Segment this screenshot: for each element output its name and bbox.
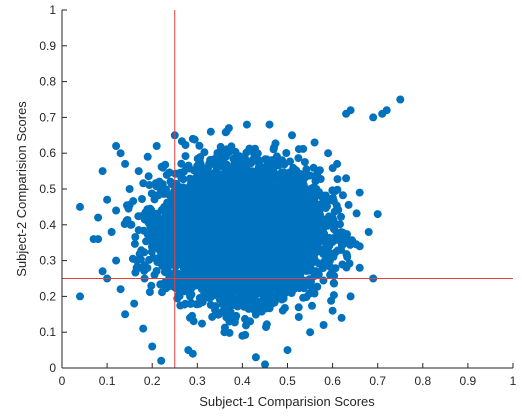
data-point: [139, 179, 148, 188]
data-point: [163, 281, 172, 290]
data-point: [140, 215, 149, 224]
data-point: [262, 323, 270, 331]
data-point: [141, 208, 150, 217]
data-point: [124, 204, 133, 213]
data-point: [154, 191, 163, 200]
data-point: [342, 250, 351, 259]
data-point: [278, 306, 287, 315]
data-point: [268, 291, 276, 300]
data-point: [162, 170, 171, 179]
data-point: [338, 191, 347, 200]
data-points: [76, 95, 405, 369]
data-point: [253, 299, 262, 308]
data-point: [248, 176, 257, 185]
data-point: [319, 276, 328, 285]
data-point: [132, 256, 141, 265]
data-point: [195, 141, 204, 150]
data-point: [227, 142, 236, 151]
data-point: [152, 182, 161, 191]
data-point: [299, 293, 308, 302]
data-point: [282, 149, 291, 157]
data-point: [208, 312, 217, 321]
data-point: [147, 281, 156, 290]
data-point: [176, 301, 185, 310]
data-point: [158, 288, 166, 297]
data-point: [144, 172, 153, 181]
data-point: [330, 279, 339, 288]
data-point: [134, 226, 143, 235]
data-point: [333, 175, 342, 184]
data-point: [332, 201, 341, 210]
data-point: [241, 155, 250, 164]
data-point: [274, 289, 283, 297]
data-point: [181, 152, 190, 161]
data-point: [240, 302, 248, 311]
data-point: [156, 280, 165, 289]
data-point: [216, 142, 225, 151]
data-point: [302, 257, 311, 266]
data-point: [346, 240, 355, 249]
data-point: [145, 288, 154, 296]
data-point: [326, 271, 335, 279]
data-point: [145, 181, 154, 189]
data-point: [266, 285, 275, 294]
data-point: [313, 169, 322, 178]
data-point: [182, 164, 191, 173]
data-point: [331, 187, 340, 196]
data-point: [253, 307, 262, 316]
data-point: [299, 284, 308, 293]
data-point: [220, 161, 229, 170]
data-point: [337, 212, 345, 221]
data-point: [138, 195, 146, 203]
data-point: [180, 184, 189, 193]
data-point: [308, 301, 316, 310]
data-point: [310, 289, 319, 298]
data-point: [179, 175, 188, 184]
data-point: [186, 174, 194, 183]
data-point: [198, 319, 206, 328]
data-point: [214, 310, 223, 319]
data-point: [142, 237, 151, 246]
data-point: [157, 162, 166, 171]
data-point: [352, 209, 361, 218]
data-point: [300, 158, 309, 167]
data-point: [132, 263, 141, 272]
data-point: [155, 253, 164, 262]
data-point: [171, 169, 180, 178]
data-point: [302, 165, 311, 174]
data-point: [270, 143, 278, 152]
data-point: [309, 163, 318, 172]
data-point: [245, 144, 254, 153]
data-point: [131, 233, 140, 241]
